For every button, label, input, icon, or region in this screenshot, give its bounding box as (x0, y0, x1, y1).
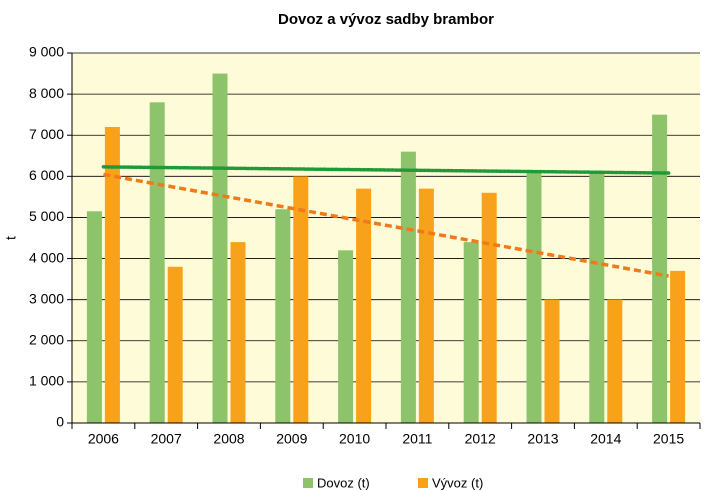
y-tick-label: 2 000 (29, 331, 64, 347)
y-axis-label: t (3, 236, 19, 240)
y-tick-label: 7 000 (29, 126, 64, 142)
bar (86, 211, 102, 423)
bar (400, 151, 416, 423)
bar (212, 73, 228, 424)
bar (275, 209, 291, 423)
legend-label: Vývoz (t) (432, 475, 483, 490)
x-tick-label: 2006 (88, 431, 119, 447)
x-tick-label: 2010 (339, 431, 370, 447)
trendline (103, 172, 669, 278)
bar (544, 299, 560, 423)
bar (104, 127, 120, 423)
y-tick-label: 1 000 (29, 373, 64, 389)
bar (463, 242, 479, 423)
chart-title: Dovoz a vývoz sadby brambor (278, 11, 494, 28)
y-tick-label: 4 000 (29, 249, 64, 265)
bar (526, 172, 542, 423)
bar (652, 114, 668, 424)
y-tick-label: 3 000 (29, 290, 64, 306)
x-tick-label: 2008 (213, 431, 244, 447)
bar (338, 250, 354, 423)
bar (418, 188, 434, 423)
legend-label: Dovoz (t) (317, 475, 370, 490)
x-tick-label: 2007 (151, 431, 182, 447)
legend-swatch (303, 478, 313, 488)
x-tick-label: 2013 (527, 431, 558, 447)
plot-area (72, 53, 700, 423)
trendline (101, 165, 671, 175)
bar (230, 242, 246, 423)
bar (589, 172, 605, 423)
x-tick-label: 2014 (590, 431, 621, 447)
bar (481, 192, 497, 423)
legend-swatch (418, 478, 428, 488)
bar (293, 176, 309, 423)
y-tick-label: 9 000 (29, 44, 64, 60)
bar (356, 188, 372, 423)
x-tick-label: 2015 (653, 431, 684, 447)
bar (670, 270, 686, 423)
bar (607, 299, 623, 423)
bar (167, 266, 183, 423)
y-tick-label: 6 000 (29, 167, 64, 183)
y-tick-label: 5 000 (29, 208, 64, 224)
y-tick-label: 0 (56, 414, 64, 430)
bar (149, 102, 165, 423)
x-tick-label: 2011 (402, 431, 432, 447)
x-tick-label: 2009 (276, 431, 307, 447)
x-tick-label: 2012 (465, 431, 496, 447)
y-tick-label: 8 000 (29, 85, 64, 101)
